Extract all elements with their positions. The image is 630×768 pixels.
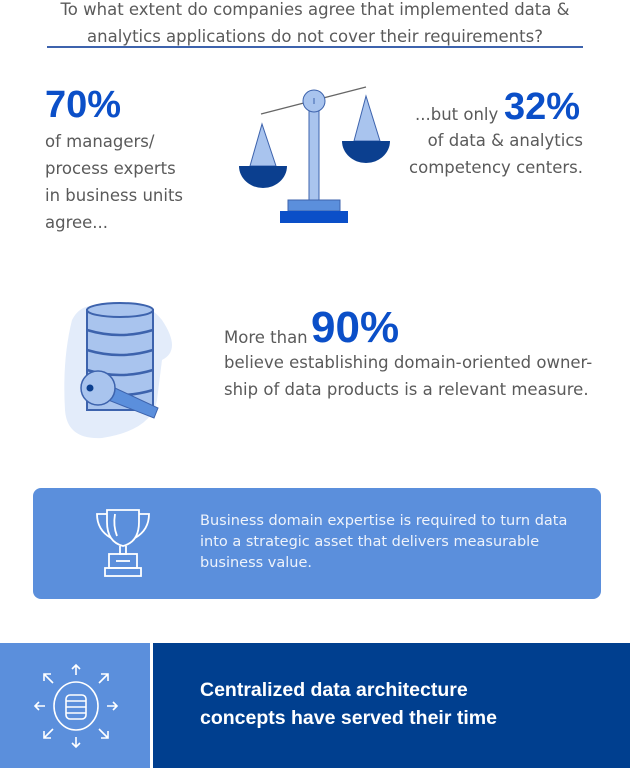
stat-70-description: of managers/ process experts in business… [45,132,184,232]
banner-line-2: concepts have served their time [200,707,497,729]
stat-90-description: believe establishing domain-oriented own… [224,353,593,399]
balance-scale-icon [239,86,390,223]
database-key-icon [64,302,172,439]
stat-32-description: of data & analytics competency centers. [409,131,583,177]
banner-icon-panel [0,643,150,768]
stat-70-value: 70% [45,84,122,126]
stat-32-prefix: ...but only [415,105,499,124]
insight-card: Business domain expertise is required to… [33,488,601,599]
stat-90-value: 90% [311,303,400,352]
conclusion-banner: Centralized data architecture concepts h… [153,643,630,768]
database-distribute-icon [33,663,119,749]
banner-line-1: Centralized data architecture [200,679,468,701]
insight-text: Business domain expertise is required to… [200,513,568,571]
question-heading: To what extent do companies agree that i… [60,0,570,46]
stat-90-prefix: More than [224,328,308,347]
divider [47,46,583,48]
trophy-icon [96,509,150,577]
stat-32-value: 32% [504,86,581,128]
